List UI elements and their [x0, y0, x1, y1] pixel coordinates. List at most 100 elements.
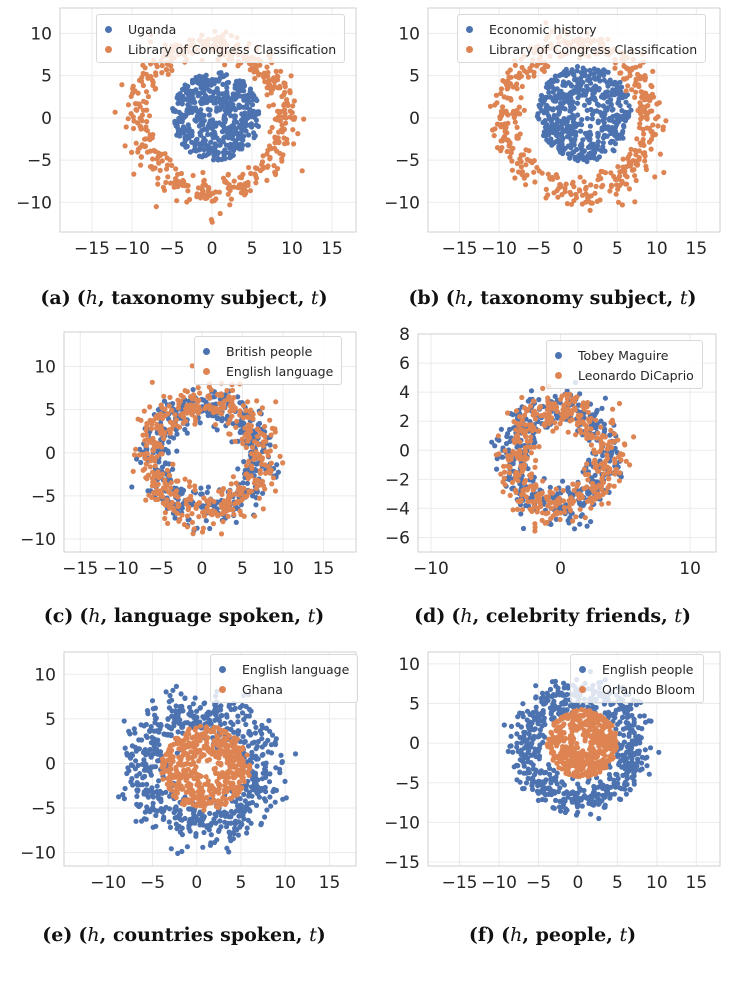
point [181, 761, 187, 768]
point [152, 165, 158, 171]
point [142, 466, 148, 472]
point [570, 481, 576, 487]
point [186, 483, 193, 489]
point [145, 94, 151, 100]
point [616, 478, 622, 484]
point [190, 701, 196, 707]
point [578, 502, 584, 508]
point [594, 463, 600, 469]
point [177, 785, 183, 791]
point [166, 819, 172, 825]
point [542, 411, 548, 417]
point [193, 725, 199, 731]
point [553, 486, 559, 492]
point [142, 65, 148, 71]
point [235, 713, 241, 719]
point [174, 741, 180, 747]
point [247, 732, 254, 738]
point [254, 483, 260, 489]
point [565, 151, 571, 157]
point [268, 803, 274, 809]
point [228, 493, 234, 499]
point [642, 77, 648, 83]
point [649, 84, 655, 90]
point [231, 178, 237, 184]
point [207, 107, 213, 113]
point [499, 145, 505, 151]
legend-entry-a-0: Uganda [105, 19, 336, 39]
point [216, 189, 222, 195]
point [128, 111, 134, 117]
point [259, 744, 265, 750]
point [249, 124, 255, 130]
x-tick-label: −10 [103, 559, 139, 579]
point [198, 101, 205, 107]
point [604, 105, 611, 111]
point [259, 722, 265, 728]
point [241, 97, 247, 103]
point [597, 197, 603, 203]
point [523, 182, 529, 188]
point [527, 438, 534, 444]
point [601, 77, 607, 83]
point [140, 432, 146, 438]
point [237, 141, 243, 147]
point [240, 812, 246, 818]
point [165, 71, 171, 77]
point [173, 703, 179, 709]
point [203, 737, 209, 743]
point [263, 725, 269, 731]
point [549, 490, 555, 496]
point [159, 63, 165, 69]
point [528, 388, 535, 394]
point [234, 145, 240, 151]
point [228, 796, 234, 802]
point [503, 441, 510, 447]
point [140, 82, 146, 89]
point [576, 77, 582, 83]
point [249, 740, 255, 746]
point [163, 689, 169, 695]
point [187, 131, 193, 137]
point [194, 136, 200, 142]
point [603, 489, 609, 495]
point [188, 493, 194, 499]
point [251, 130, 257, 136]
point [164, 467, 170, 473]
point [201, 829, 207, 836]
point [240, 440, 246, 447]
points-e [116, 683, 299, 856]
point [633, 76, 639, 82]
point [632, 94, 638, 100]
point [525, 444, 531, 450]
point [561, 498, 567, 504]
point [237, 78, 243, 84]
point [125, 765, 131, 771]
point [543, 186, 549, 192]
point [620, 156, 626, 162]
point [588, 442, 594, 448]
point [627, 462, 633, 468]
point [208, 832, 214, 838]
point [558, 88, 564, 94]
point [176, 115, 182, 121]
point [230, 93, 236, 100]
point [264, 807, 270, 813]
point [207, 810, 213, 816]
point [159, 158, 165, 164]
point [150, 740, 156, 746]
point [626, 103, 632, 109]
point [227, 187, 233, 194]
point [215, 157, 221, 163]
point [209, 219, 215, 225]
point [159, 471, 166, 477]
point [568, 95, 574, 101]
point [648, 146, 654, 152]
point [235, 803, 241, 809]
point [233, 424, 239, 430]
point [134, 773, 140, 779]
point [522, 453, 528, 459]
point [146, 492, 152, 498]
